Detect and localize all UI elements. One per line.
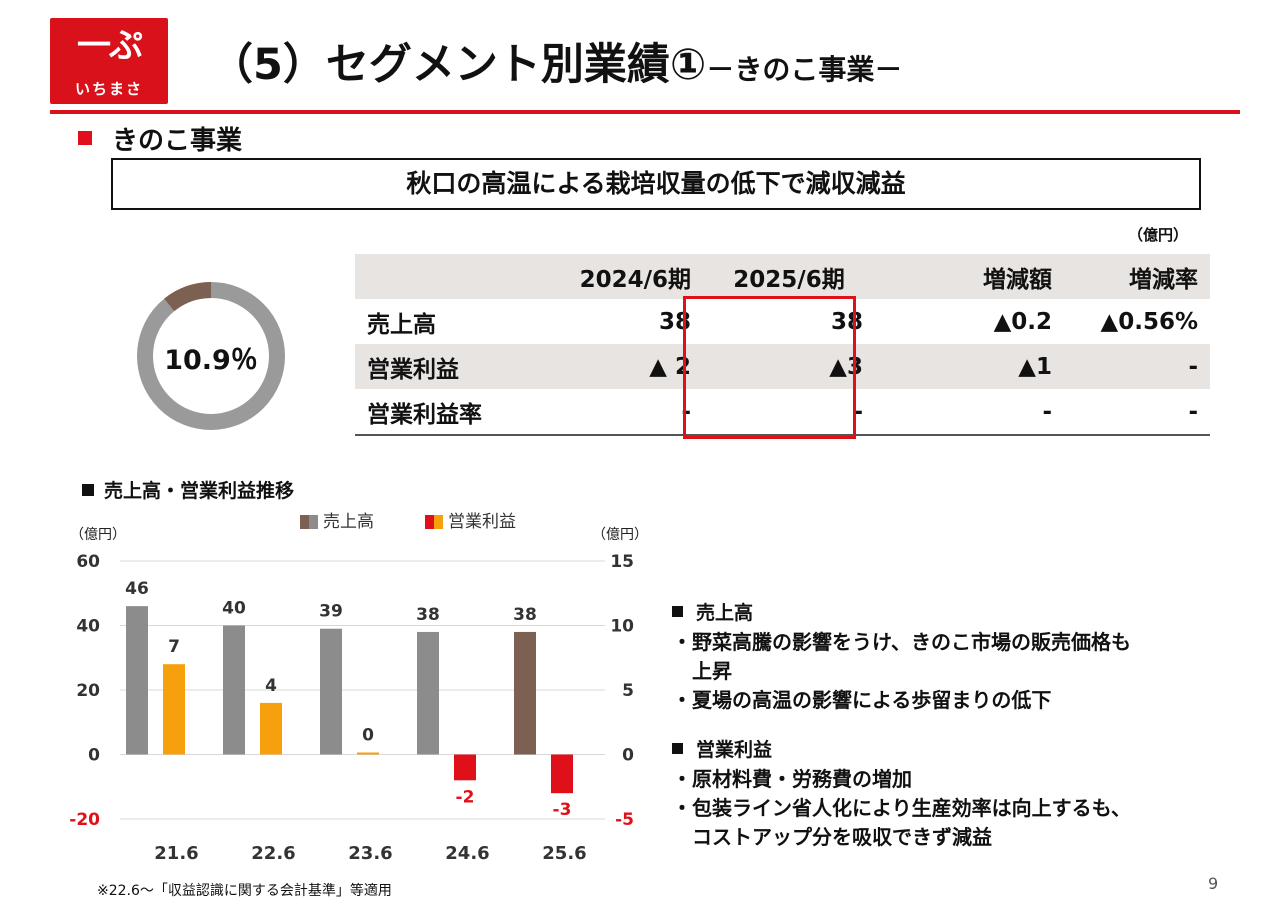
row-label: 営業利益 bbox=[355, 344, 529, 389]
right-axis-tick: 10 bbox=[610, 617, 634, 637]
logo-text: いちまさ bbox=[74, 80, 143, 98]
cell-rate: - bbox=[1064, 389, 1210, 436]
sales-bar bbox=[417, 631, 439, 755]
profit-bar bbox=[551, 754, 573, 794]
cell-curr: - bbox=[703, 389, 875, 436]
note-line: 上昇 bbox=[672, 659, 732, 683]
left-axis-tick: 0 bbox=[88, 746, 100, 766]
x-axis-category: 23.6 bbox=[348, 843, 392, 864]
note-line: コストアップ分を吸収できず減益 bbox=[672, 825, 992, 849]
profit-data-label: -3 bbox=[553, 800, 572, 820]
cell-prev: ▲ 2 bbox=[529, 344, 703, 389]
cell-rate: ▲0.56% bbox=[1100, 308, 1198, 335]
legend-label-sales: 売上高 bbox=[323, 512, 374, 532]
note-bullet-icon bbox=[672, 606, 683, 617]
table-header-2024: 2024/6期 bbox=[529, 254, 703, 299]
note-line: ・原材料費・労務費の増加 bbox=[672, 767, 912, 791]
left-axis-tick: -20 bbox=[69, 810, 100, 830]
left-axis-unit: （億円） bbox=[70, 527, 126, 543]
donut-percentage-label: 10.9％ bbox=[164, 345, 258, 376]
table-header-rate: 増減率 bbox=[1064, 254, 1210, 299]
sales-bar bbox=[320, 628, 342, 755]
section-bullet-icon bbox=[78, 131, 92, 145]
section-heading: きのこ事業 bbox=[112, 126, 243, 156]
note-bullet-icon bbox=[672, 743, 683, 754]
note-heading: 売上高 bbox=[696, 602, 754, 624]
table-row: 営業利益 ▲ 2 ▲3 ▲1 - bbox=[355, 344, 1210, 389]
cell-diff: ▲1 bbox=[875, 344, 1064, 389]
page-title: （5）セグメント別業績①－きのこ事業－ bbox=[210, 30, 902, 92]
profit-bar bbox=[357, 752, 379, 755]
table-header-2025: 2025/6期 bbox=[703, 254, 875, 299]
right-axis-tick: 5 bbox=[622, 681, 634, 701]
sales-data-label: 38 bbox=[513, 605, 537, 625]
cell-diff: ▲0.2 bbox=[993, 308, 1052, 335]
right-axis-tick: 0 bbox=[622, 746, 634, 766]
results-table: 2024/6期 2025/6期 増減額 増減率 売上高 38 38 ▲0.2 ▲… bbox=[355, 254, 1210, 436]
cell-curr: ▲3 bbox=[703, 344, 875, 389]
profit-data-label: -2 bbox=[456, 787, 475, 807]
note-line: ・野菜高騰の影響をうけ、きのこ市場の販売価格も bbox=[672, 630, 1131, 654]
legend-swatch-sales bbox=[309, 515, 318, 529]
sales-data-label: 39 bbox=[319, 602, 343, 622]
profit-bar bbox=[454, 754, 476, 781]
table-header-blank bbox=[355, 254, 529, 299]
note-line: ・包装ライン省人化により生産効率は向上するも、 bbox=[672, 796, 1131, 820]
row-label: 売上高 bbox=[367, 311, 436, 338]
x-axis-category: 22.6 bbox=[251, 843, 295, 864]
profit-data-label: 0 bbox=[362, 726, 374, 746]
chart-bullet-icon bbox=[82, 484, 94, 496]
logo-mark: 一ぷ bbox=[77, 26, 143, 66]
legend-swatch-profit bbox=[434, 515, 443, 529]
profit-bar bbox=[163, 664, 185, 755]
cell-rate: - bbox=[1064, 344, 1210, 389]
table-header-change: 増減額 bbox=[875, 254, 1064, 299]
cell-prev: 38 bbox=[658, 308, 691, 335]
right-axis-unit: （億円） bbox=[592, 527, 648, 543]
x-axis-category: 25.6 bbox=[542, 843, 586, 864]
sales-bar bbox=[223, 625, 245, 755]
legend-swatch-sales-alt bbox=[300, 515, 309, 529]
sales-data-label: 46 bbox=[125, 579, 149, 599]
summary-box: 秋口の高温による栽培収量の低下で減収減益 bbox=[111, 158, 1201, 210]
cell-prev: - bbox=[529, 389, 703, 436]
segment-share-donut bbox=[137, 282, 285, 430]
legend-label-profit: 営業利益 bbox=[448, 512, 516, 532]
table-row: 営業利益率 - - - - bbox=[355, 389, 1210, 436]
footnote: ※22.6～「収益認識に関する会計基準」等適用 bbox=[97, 883, 392, 899]
right-axis-tick: -5 bbox=[615, 810, 634, 830]
row-label: 営業利益率 bbox=[355, 389, 529, 436]
cell-diff: - bbox=[875, 389, 1064, 436]
note-line: ・夏場の高温の影響による歩留まりの低下 bbox=[672, 688, 1052, 712]
cell-curr: 38 bbox=[830, 308, 863, 335]
profit-bar bbox=[260, 702, 282, 755]
legend-swatch-profit-alt bbox=[425, 515, 434, 529]
sales-data-label: 38 bbox=[416, 605, 440, 625]
left-axis-tick: 40 bbox=[76, 617, 100, 637]
note-heading: 営業利益 bbox=[696, 739, 773, 761]
sales-bar bbox=[514, 631, 536, 755]
table-header-row: 2024/6期 2025/6期 増減額 増減率 bbox=[355, 254, 1210, 299]
table-row: 売上高 38 38 ▲0.2 ▲0.56% bbox=[355, 299, 1210, 344]
page-title-main: （5）セグメント別業績① bbox=[210, 40, 707, 90]
left-axis-tick: 20 bbox=[76, 681, 100, 701]
chart-title: 売上高・営業利益推移 bbox=[104, 480, 295, 502]
page-number: 9 bbox=[1208, 874, 1219, 893]
x-axis-category: 24.6 bbox=[445, 843, 489, 864]
table-unit-label: （億円） bbox=[1128, 226, 1189, 244]
profit-data-label: 4 bbox=[265, 676, 277, 696]
sales-data-label: 40 bbox=[222, 599, 246, 619]
company-logo: 一ぷ いちまさ bbox=[50, 18, 168, 104]
left-axis-tick: 60 bbox=[76, 552, 100, 572]
title-divider bbox=[50, 110, 1240, 114]
current-period-highlight bbox=[683, 296, 856, 439]
right-axis-tick: 15 bbox=[610, 552, 634, 572]
x-axis-category: 21.6 bbox=[154, 843, 198, 864]
profit-data-label: 7 bbox=[168, 637, 180, 657]
page-subtitle: －きのこ事業－ bbox=[706, 53, 903, 86]
sales-bar bbox=[126, 606, 148, 755]
